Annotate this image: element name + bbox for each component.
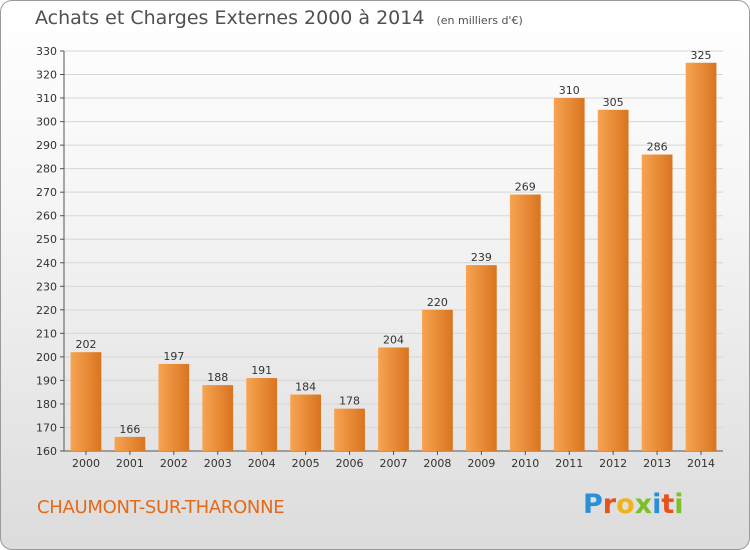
bar [641,154,673,451]
data-label: 239 [471,251,492,264]
axes: 160 170 180 190 200 210 220 230 240 250 260 270 280 2… [36,45,723,470]
commune-name: CHAUMONT-SUR-THARONNE [37,497,285,518]
y-tick-label: 160 [36,445,57,458]
y-tick-label: 310 [36,92,57,105]
value-labels: 202 166 197 188 191 184 178 204 220 239 269 310 305 2… [75,49,711,436]
data-label: 220 [427,296,448,309]
bar [202,385,234,451]
bar [114,436,146,451]
x-tick-label: 2006 [336,457,364,470]
y-tick-label: 300 [36,116,57,129]
data-label: 191 [251,364,272,377]
x-tick-label: 2013 [643,457,671,470]
y-tick-label: 280 [36,163,57,176]
x-tick-label: 2009 [467,457,495,470]
data-label: 184 [295,381,316,394]
bar [553,98,585,451]
chart-title: Achats et Charges Externes 2000 à 2014 (e… [35,7,523,29]
data-label: 166 [119,423,140,436]
title-unit: (en milliers d'€) [436,14,523,27]
bar [422,309,453,451]
x-tick-label: 2000 [72,457,100,470]
bar [70,352,102,451]
data-label: 305 [603,96,624,109]
data-label: 202 [75,338,96,351]
y-tick-label: 330 [36,45,57,58]
y-tick-label: 200 [36,351,57,364]
brand-letter: i [674,489,684,520]
bar [509,194,541,451]
x-tick-label: 2005 [292,457,320,470]
y-tick-label: 240 [36,257,57,270]
y-tick-label: 220 [36,304,57,317]
bar [334,408,365,451]
y-tick-label: 270 [36,186,57,199]
y-tick-label: 260 [36,210,57,223]
data-label: 325 [691,49,712,62]
bar [378,347,409,451]
data-label: 286 [647,141,668,154]
y-tick-label: 190 [36,374,57,387]
x-tick-label: 2012 [599,457,627,470]
brand-logo: Proxiti [583,489,684,520]
x-tick-label: 2008 [423,457,451,470]
bar [158,363,190,451]
data-label: 310 [559,84,580,97]
x-tick-label: 2004 [248,457,276,470]
brand-letter: i [652,489,662,520]
brand-letter: o [616,489,635,520]
brand-letter: x [634,489,653,520]
x-tick-label: 2002 [160,457,188,470]
y-tick-label: 170 [36,421,57,434]
x-tick-label: 2010 [511,457,539,470]
x-tick-label: 2014 [687,457,715,470]
bar [246,378,278,451]
brand-letter: r [602,489,617,520]
data-label: 197 [163,350,184,363]
bar [465,265,497,451]
data-label: 269 [515,181,536,194]
y-tick-label: 320 [36,69,57,82]
data-label: 178 [339,395,360,408]
y-tick-label: 250 [36,233,57,246]
x-tick-label: 2003 [204,457,232,470]
bar [290,394,322,451]
brand-letter: P [583,489,603,520]
title-text: Achats et Charges Externes 2000 à 2014 [35,7,425,29]
data-label: 188 [207,371,228,384]
data-label: 204 [383,333,404,346]
y-tick-label: 290 [36,139,57,152]
x-tick-label: 2001 [116,457,144,470]
brand-letter: t [661,489,675,520]
y-tick-label: 210 [36,327,57,340]
bar [685,62,717,451]
bar [597,109,629,451]
x-tick-label: 2007 [380,457,408,470]
y-tick-label: 230 [36,280,57,293]
x-tick-label: 2011 [555,457,583,470]
bars [70,62,717,451]
y-tick-label: 180 [36,398,57,411]
